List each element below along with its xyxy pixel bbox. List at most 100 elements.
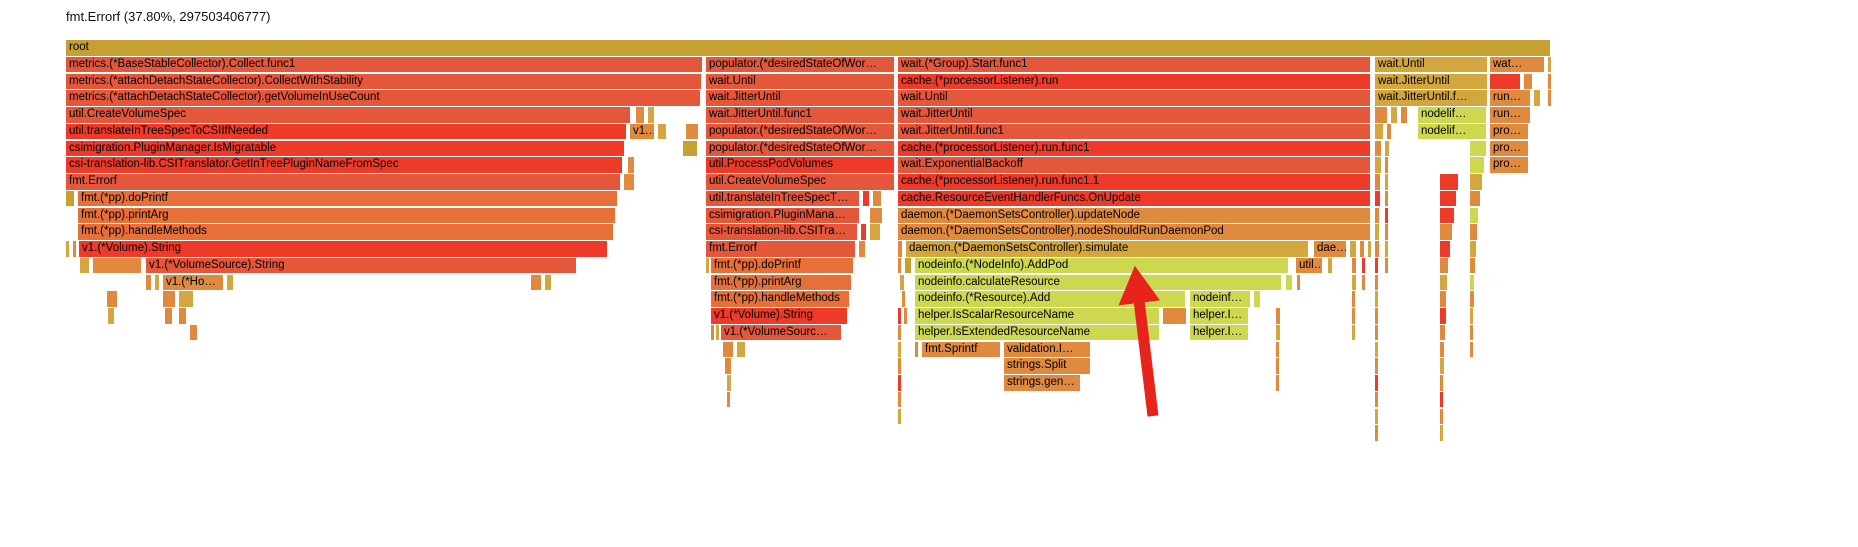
flame-bar-fragment[interactable]	[1163, 308, 1186, 324]
flame-bar-fragment[interactable]	[648, 107, 654, 123]
flame-bar[interactable]: nodelif…	[1418, 123, 1486, 140]
flame-bar[interactable]: fmt.(*pp).doPrintf	[711, 257, 853, 274]
flame-bar-fragment[interactable]	[1362, 257, 1365, 274]
flame-bar-fragment[interactable]	[1440, 291, 1446, 307]
flame-bar[interactable]: v1.(*Volume).String	[711, 308, 847, 324]
flame-bar-fragment[interactable]	[1470, 157, 1484, 173]
flame-bar-fragment[interactable]	[898, 358, 901, 374]
flame-bar-fragment[interactable]	[1297, 274, 1300, 290]
flame-bar[interactable]: cache.(*processorListener).run.func1.1	[898, 174, 1370, 190]
flame-bar-fragment[interactable]	[1440, 274, 1447, 290]
flame-bar-fragment[interactable]	[1276, 341, 1279, 357]
flame-bar-fragment[interactable]	[1385, 174, 1388, 190]
flame-bar-fragment[interactable]	[1470, 140, 1486, 156]
flame-bar-fragment[interactable]	[1548, 90, 1551, 106]
flame-bar[interactable]: pro…	[1490, 140, 1528, 156]
flame-bar-fragment[interactable]	[1276, 375, 1279, 391]
flame-bar-fragment[interactable]	[1375, 358, 1378, 374]
flame-bar[interactable]: validation.I…	[1004, 341, 1090, 357]
flame-bar-fragment[interactable]	[1470, 224, 1477, 240]
flame-bar-fragment[interactable]	[723, 341, 733, 357]
flame-bar-fragment[interactable]	[1375, 324, 1378, 341]
flame-bar-fragment[interactable]	[1360, 241, 1364, 257]
flame-bar[interactable]: fmt.(*pp).printArg	[711, 274, 851, 290]
flame-bar-fragment[interactable]	[711, 324, 714, 341]
flame-bar-fragment[interactable]	[1375, 123, 1383, 140]
flame-bar-fragment[interactable]	[1375, 224, 1379, 240]
flame-bar[interactable]: fmt.(*pp).doPrintf	[78, 190, 617, 207]
flame-bar-fragment[interactable]	[1276, 324, 1280, 341]
flame-bar-fragment[interactable]	[1440, 324, 1445, 341]
flame-bar-fragment[interactable]	[898, 257, 901, 274]
flame-bar-fragment[interactable]	[1286, 274, 1292, 290]
flame-bar-fragment[interactable]	[1350, 241, 1356, 257]
flame-bar-fragment[interactable]	[1470, 190, 1480, 207]
flame-bar[interactable]: util.translateInTreeSpecT…	[706, 190, 859, 207]
flame-bar[interactable]: fmt.(*pp).handleMethods	[711, 291, 849, 307]
flame-bar-fragment[interactable]	[859, 241, 865, 257]
flame-bar-fragment[interactable]	[1440, 241, 1450, 257]
flame-bar[interactable]: wait.JitterUntil	[706, 90, 894, 106]
flame-bar-fragment[interactable]	[902, 291, 905, 307]
flame-bar-fragment[interactable]	[898, 375, 901, 391]
flame-bar[interactable]: nodeinf…	[1190, 291, 1250, 307]
flame-bar-fragment[interactable]	[1548, 73, 1551, 89]
flame-bar-fragment[interactable]	[1440, 257, 1448, 274]
flame-bar[interactable]: csi-translation-lib.CSITranslator.GetInT…	[66, 157, 622, 173]
flame-bar-fragment[interactable]	[1385, 157, 1388, 173]
flame-bar-fragment[interactable]	[624, 174, 634, 190]
flame-bar-fragment[interactable]	[905, 257, 911, 274]
flame-bar-fragment[interactable]	[179, 308, 186, 324]
flame-bar-fragment[interactable]	[1385, 241, 1388, 257]
flame-bar-fragment[interactable]	[870, 224, 880, 240]
flame-bar-fragment[interactable]	[163, 291, 175, 307]
flame-bar-fragment[interactable]	[1391, 107, 1397, 123]
flame-bar[interactable]: util.ProcessPodVolumes	[706, 157, 894, 173]
flame-bar[interactable]: wait.JitterUntil	[898, 107, 1370, 123]
flame-bar-fragment[interactable]	[1440, 190, 1456, 207]
flame-bar[interactable]: populator.(*desiredStateOfWor…	[706, 140, 894, 156]
flame-bar[interactable]: daemon.(*DaemonSetsController).nodeShoul…	[898, 224, 1370, 240]
flame-bar[interactable]: cache.(*processorListener).run.func1	[898, 140, 1370, 156]
flame-bar-fragment[interactable]	[1470, 241, 1476, 257]
flame-bar-fragment[interactable]	[1352, 274, 1356, 290]
flame-bar-fragment[interactable]	[1440, 341, 1444, 357]
flame-bar[interactable]: strings.gen…	[1004, 375, 1080, 391]
flame-bar-fragment[interactable]	[1375, 241, 1379, 257]
flame-bar-fragment[interactable]	[1352, 324, 1355, 341]
flame-bar-fragment[interactable]	[1470, 324, 1473, 341]
flame-bar-fragment[interactable]	[1440, 308, 1446, 324]
flame-bar-fragment[interactable]	[1375, 308, 1378, 324]
flame-bar-fragment[interactable]	[93, 257, 141, 274]
flame-bar[interactable]: populator.(*desiredStateOfWor…	[706, 56, 894, 73]
flame-bar-fragment[interactable]	[1276, 358, 1279, 374]
flame-bar-fragment[interactable]	[1548, 56, 1551, 73]
flame-bar-fragment[interactable]	[1375, 107, 1387, 123]
flame-bar-fragment[interactable]	[1375, 190, 1380, 207]
flame-bar-fragment[interactable]	[1375, 408, 1378, 424]
flame-bar-fragment[interactable]	[1470, 274, 1474, 290]
flame-bar[interactable]: wait.JitterUntil.func1	[706, 107, 894, 123]
flame-bar[interactable]: nodeinfo.(*NodeInfo).AddPod	[915, 257, 1288, 274]
flame-bar-fragment[interactable]	[900, 274, 904, 290]
flame-bar-fragment[interactable]	[727, 375, 731, 391]
flame-bar-fragment[interactable]	[658, 123, 666, 140]
flame-bar-fragment[interactable]	[1375, 257, 1378, 274]
flame-bar-fragment[interactable]	[531, 274, 541, 290]
flame-bar-fragment[interactable]	[1387, 123, 1391, 140]
flame-bar-fragment[interactable]	[1328, 257, 1332, 274]
flame-bar[interactable]: v1.(*VolumeSource).String	[146, 257, 576, 274]
flame-bar[interactable]: csimigration.PluginMana…	[706, 207, 859, 223]
flame-bar[interactable]: daemon.(*DaemonSetsController).simulate	[906, 241, 1308, 257]
flame-bar[interactable]: wait.Until	[706, 73, 894, 89]
flame-bar-fragment[interactable]	[737, 341, 745, 357]
flame-bar-fragment[interactable]	[898, 391, 901, 408]
flame-bar-fragment[interactable]	[1375, 391, 1378, 408]
flame-bar[interactable]: nodeinfo.calculateResource	[915, 274, 1281, 290]
flame-bar-fragment[interactable]	[155, 274, 159, 290]
flame-bar[interactable]: metrics.(*BaseStableCollector).Collect.f…	[66, 56, 702, 73]
flame-bar[interactable]: fmt.(*pp).handleMethods	[78, 224, 613, 240]
flame-bar-fragment[interactable]	[1385, 224, 1388, 240]
flame-bar-fragment[interactable]	[1352, 308, 1355, 324]
flame-bar-fragment[interactable]	[1470, 291, 1474, 307]
